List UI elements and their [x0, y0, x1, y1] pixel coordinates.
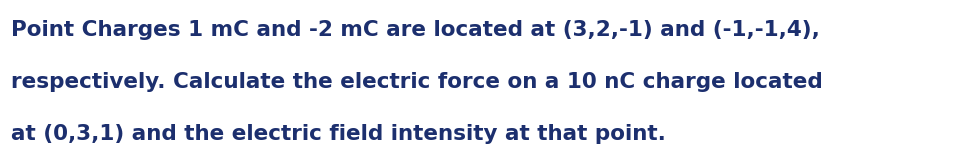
Text: respectively. Calculate the electric force on a 10 nC charge located: respectively. Calculate the electric for…	[11, 72, 823, 92]
Text: Point Charges 1 mC and -2 mC are located at (3,2,-1) and (-1,-1,4),: Point Charges 1 mC and -2 mC are located…	[11, 20, 820, 40]
Text: at (0,3,1) and the electric field intensity at that point.: at (0,3,1) and the electric field intens…	[11, 124, 667, 144]
